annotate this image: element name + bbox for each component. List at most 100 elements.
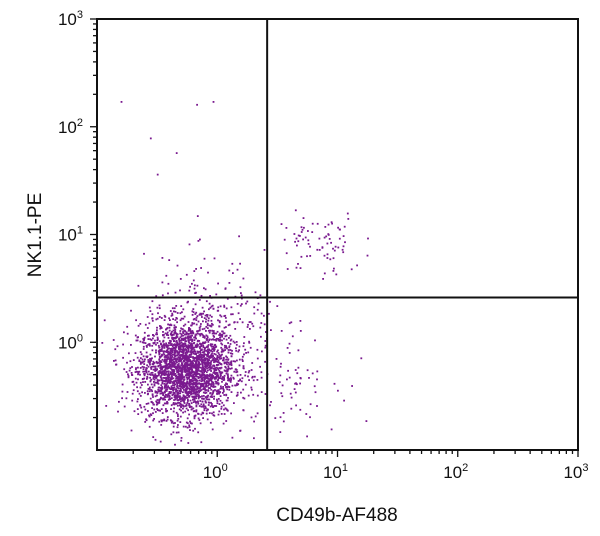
data-point [191, 387, 194, 389]
data-point [182, 349, 185, 351]
data-point [233, 341, 236, 344]
data-point [184, 396, 187, 399]
data-point [161, 381, 164, 383]
data-point [187, 372, 189, 375]
data-point [229, 334, 232, 337]
data-point [230, 360, 233, 363]
data-point [173, 374, 175, 376]
data-point [136, 408, 139, 410]
data-point [155, 375, 157, 378]
data-point [171, 307, 174, 310]
data-point [168, 379, 171, 382]
data-point [216, 364, 218, 366]
data-point [166, 354, 169, 357]
data-point [300, 255, 303, 258]
data-point [184, 363, 186, 366]
data-point [217, 352, 220, 354]
data-point [192, 362, 194, 364]
data-point [294, 391, 297, 394]
data-point [216, 354, 219, 357]
data-point [215, 332, 218, 335]
data-point [182, 337, 185, 340]
data-point [229, 349, 232, 351]
data-point [170, 344, 173, 346]
data-point [294, 209, 297, 212]
data-point [143, 363, 146, 365]
data-point [316, 378, 318, 381]
data-point [205, 362, 208, 364]
data-point [179, 336, 182, 339]
data-point [199, 238, 201, 241]
data-point [221, 380, 223, 383]
data-point [167, 385, 169, 388]
data-point [168, 376, 171, 379]
data-point [167, 375, 170, 378]
data-point [198, 382, 200, 385]
data-point [203, 371, 205, 374]
data-point [173, 360, 175, 363]
data-point [186, 387, 189, 390]
data-point [207, 381, 210, 384]
data-point [188, 327, 190, 329]
data-point [137, 372, 140, 375]
data-point [297, 263, 299, 265]
data-point [194, 366, 197, 369]
data-point [168, 374, 170, 376]
data-point [175, 346, 177, 348]
data-point [205, 334, 208, 337]
data-point [172, 389, 174, 392]
data-point [178, 354, 181, 357]
data-point [309, 403, 312, 406]
data-point [171, 363, 173, 365]
data-point [187, 329, 190, 332]
data-point [197, 396, 200, 399]
data-point [207, 366, 210, 369]
data-point [180, 437, 183, 439]
data-point [201, 385, 204, 388]
data-point [164, 373, 167, 375]
data-point [197, 330, 200, 332]
data-point [231, 384, 234, 387]
data-point [163, 333, 165, 336]
data-point [159, 362, 161, 365]
data-point [188, 395, 190, 398]
data-point [194, 379, 197, 382]
data-point [203, 407, 206, 410]
data-point [211, 352, 213, 355]
data-point [140, 406, 143, 409]
data-point [195, 404, 198, 407]
data-point [217, 319, 219, 322]
data-point [250, 386, 253, 389]
data-point [143, 377, 146, 380]
data-point [192, 356, 194, 358]
data-point [195, 410, 198, 413]
data-point [161, 281, 164, 284]
data-point [147, 388, 150, 390]
data-point [156, 336, 159, 339]
data-point [227, 365, 230, 368]
data-point [202, 412, 204, 415]
data-point [179, 312, 182, 315]
data-point [211, 332, 214, 335]
data-point [135, 381, 138, 384]
data-point [228, 379, 230, 382]
data-point [150, 378, 153, 381]
data-point [146, 390, 149, 393]
data-point [207, 352, 209, 355]
data-point [179, 347, 182, 349]
data-point [217, 378, 220, 381]
data-point [219, 332, 221, 335]
data-point [197, 367, 200, 370]
data-point [137, 413, 140, 415]
data-point [176, 364, 179, 366]
data-point [196, 355, 199, 358]
data-point [182, 356, 185, 359]
data-point [193, 336, 195, 339]
data-point [208, 356, 211, 359]
data-point [157, 374, 160, 377]
data-point [204, 374, 207, 377]
data-point [196, 370, 199, 373]
data-point [164, 389, 167, 392]
data-point [265, 331, 267, 333]
data-point [177, 343, 180, 346]
